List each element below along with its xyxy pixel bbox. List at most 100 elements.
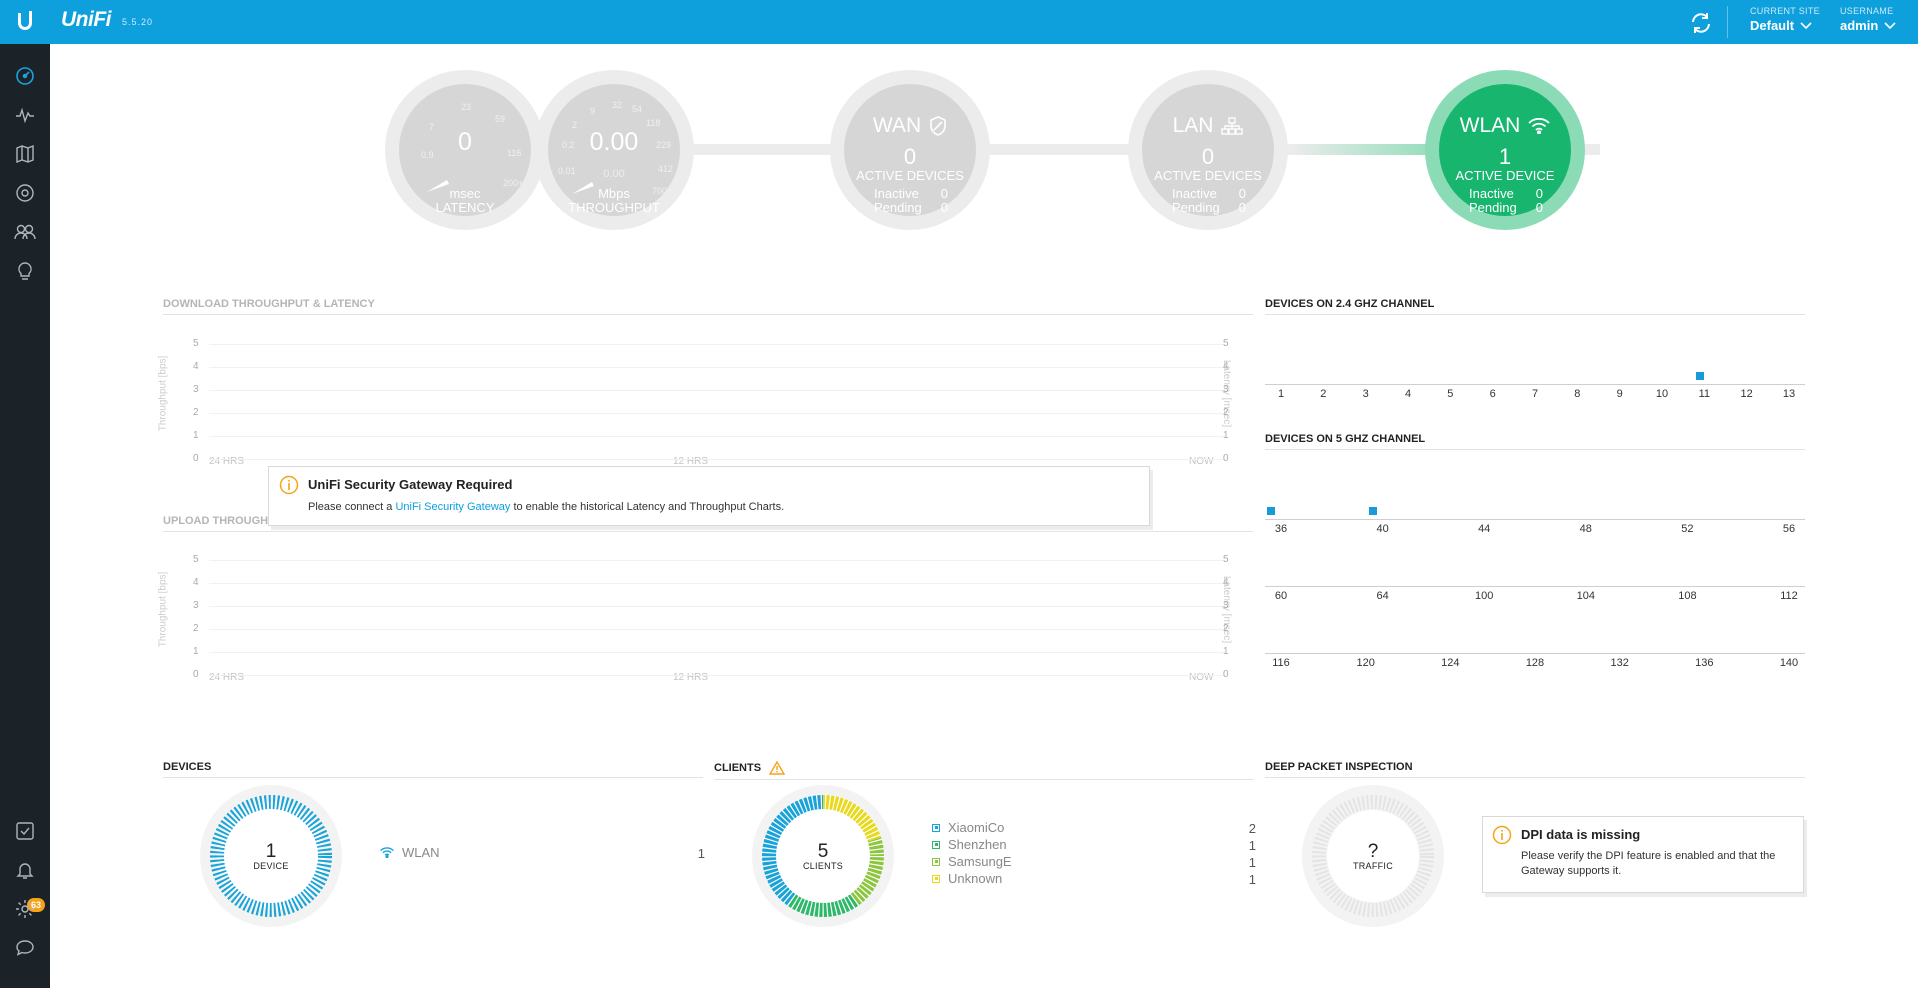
channel-5-label: 108 bbox=[1678, 590, 1697, 602]
statistics-icon[interactable] bbox=[13, 103, 37, 127]
usg-popup-text: to enable the historical Latency and Thr… bbox=[510, 501, 785, 513]
legend-swatch bbox=[932, 857, 940, 866]
lan-pending-value: 0 bbox=[1238, 200, 1246, 215]
download-y-tick-left: 5 bbox=[193, 338, 199, 349]
channel-5-device-mark[interactable] bbox=[1368, 507, 1377, 515]
site-selector[interactable]: CURRENT SITE Default bbox=[1750, 6, 1820, 33]
clients-ring-segment[interactable] bbox=[762, 795, 884, 917]
channel-24-device-mark[interactable] bbox=[1696, 372, 1705, 380]
lan-status[interactable]: LAN 0 ACTIVE DEVICES Inactive 0 Pending 0 bbox=[1128, 70, 1288, 230]
usg-popup-text: Please connect a bbox=[308, 501, 396, 513]
devices-icon[interactable] bbox=[13, 181, 37, 205]
alerts-icon[interactable] bbox=[13, 858, 37, 882]
user-selector[interactable]: USERNAME admin bbox=[1840, 6, 1896, 33]
channel-24-label: 13 bbox=[1782, 388, 1796, 400]
upload-y-tick-left: 1 bbox=[193, 646, 199, 657]
clients-legend-label: SamsungE bbox=[948, 854, 1012, 869]
channel-5-label: 136 bbox=[1695, 657, 1714, 669]
devices-count: 1 bbox=[265, 841, 277, 862]
upload-grid-line bbox=[209, 652, 1225, 653]
channel-5-device-mark[interactable] bbox=[1267, 507, 1275, 515]
dashboard-icon[interactable] bbox=[13, 64, 37, 88]
channel-5-label: 56 bbox=[1782, 523, 1796, 535]
upload-y-tick-left: 3 bbox=[193, 600, 199, 611]
ubiquiti-logo-icon[interactable] bbox=[0, 0, 50, 44]
top-bar: UniFi 5.5.20 CURRENT SITE Default USERNA… bbox=[0, 0, 1918, 44]
user-value: admin bbox=[1840, 18, 1879, 33]
sidebar: 63 bbox=[0, 44, 50, 988]
channel-5-label: 120 bbox=[1356, 657, 1375, 669]
usg-link[interactable]: UniFi Security Gateway bbox=[395, 501, 511, 513]
upload-grid-line bbox=[209, 629, 1225, 630]
legend-swatch bbox=[932, 823, 940, 832]
clients-legend-item[interactable]: Unknown bbox=[932, 871, 1002, 886]
dpi-popup-text: Please verify the DPI feature is enabled… bbox=[1521, 850, 1776, 877]
clients-icon[interactable] bbox=[13, 220, 37, 244]
lan-title: LAN bbox=[1172, 114, 1214, 137]
throughput-tick: 54 bbox=[632, 104, 643, 114]
channel-5-label: 100 bbox=[1475, 590, 1494, 602]
clients-legend-item[interactable]: XiaomiCo bbox=[932, 820, 1004, 835]
upload-y-tick-right: 4 bbox=[1223, 577, 1229, 588]
clients-legend-item[interactable]: SamsungE bbox=[932, 854, 1012, 869]
tasks-icon[interactable] bbox=[13, 819, 37, 843]
channel-24-label: 11 bbox=[1698, 388, 1711, 400]
throughput-gauge[interactable]: 0.01 0.2 2 9 32 54 118 229 412 700+ 0.00… bbox=[534, 70, 694, 230]
devices-legend-item[interactable]: WLAN bbox=[380, 845, 440, 860]
wan-status[interactable]: WAN 0 ACTIVE DEVICES Inactive 0 Pending 0 bbox=[830, 70, 990, 230]
lan-active-label: ACTIVE DEVICES bbox=[1154, 168, 1262, 183]
wifi-icon bbox=[380, 847, 394, 858]
channel-5-label: 60 bbox=[1274, 590, 1288, 602]
download-grid-line bbox=[209, 459, 1225, 460]
channel-5-axis bbox=[1265, 653, 1805, 654]
settings-icon[interactable] bbox=[13, 897, 37, 921]
map-icon[interactable] bbox=[13, 142, 37, 166]
wan-title: WAN bbox=[872, 114, 922, 137]
throughput-tick: 0.2 bbox=[562, 140, 575, 150]
legend-swatch bbox=[932, 874, 940, 883]
download-chart-title: DOWNLOAD THROUGHPUT & LATENCY bbox=[163, 298, 1253, 315]
wlan-active-label: ACTIVE DEVICE bbox=[1455, 168, 1555, 183]
chat-icon[interactable] bbox=[13, 936, 37, 960]
download-y-tick-right: 0 bbox=[1223, 453, 1229, 464]
channel-5-title: DEVICES ON 5 GHZ CHANNEL bbox=[1265, 433, 1805, 450]
latency-gauge[interactable]: 0.9 7 23 59 116 200+ 0 msec LATENCY bbox=[385, 70, 545, 230]
refresh-icon[interactable] bbox=[1688, 10, 1714, 36]
throughput-value: 0.00 bbox=[589, 128, 639, 156]
throughput-secondary: 0.00 bbox=[603, 168, 625, 180]
upload-y-left-label: Throughput [bps] bbox=[157, 571, 169, 648]
download-grid-line bbox=[209, 436, 1225, 437]
wlan-count: 1 bbox=[1498, 144, 1512, 169]
devices-legend-count: 1 bbox=[697, 846, 705, 861]
clients-legend-item[interactable]: Shenzhen bbox=[932, 837, 1007, 852]
download-y-tick-left: 1 bbox=[193, 430, 199, 441]
wlan-status[interactable]: WLAN 1 ACTIVE DEVICE Inactive 0 Pending 0 bbox=[1425, 70, 1585, 230]
wlan-inactive-value: 0 bbox=[1535, 186, 1543, 201]
devices-ring bbox=[210, 795, 332, 917]
download-grid-line bbox=[209, 344, 1225, 345]
dpi-donut[interactable]: ? TRAFFIC bbox=[1302, 785, 1444, 927]
clients-donut[interactable]: 5 CLIENTS bbox=[752, 785, 894, 927]
throughput-unit: Mbps bbox=[598, 186, 630, 201]
download-x-tick: NOW bbox=[1189, 456, 1214, 467]
download-y-tick-right: 5 bbox=[1223, 338, 1229, 349]
gauge-needle-icon bbox=[427, 180, 449, 192]
download-y-tick-right: 2 bbox=[1223, 407, 1229, 418]
site-value: Default bbox=[1750, 18, 1795, 33]
devices-count-label: DEVICE bbox=[253, 861, 289, 871]
upload-grid-line bbox=[209, 606, 1225, 607]
divider bbox=[1727, 6, 1728, 38]
topology-connector bbox=[520, 144, 1600, 155]
clients-legend-label: XiaomiCo bbox=[948, 820, 1005, 835]
dpi-center: ? bbox=[1367, 841, 1379, 862]
throughput-tick: 2 bbox=[572, 120, 578, 130]
devices-donut[interactable]: 1 DEVICE bbox=[200, 785, 342, 927]
upload-x-tick: 12 HRS bbox=[673, 672, 709, 683]
warning-icon[interactable] bbox=[769, 761, 786, 775]
throughput-tick: 9 bbox=[590, 106, 596, 116]
upload-chart: Throughput [bps] Latency [msec] 24 HRS 1… bbox=[157, 546, 1253, 686]
chevron-down-icon bbox=[1800, 21, 1812, 29]
throughput-tick: 118 bbox=[646, 118, 661, 128]
throughput-tick: 32 bbox=[612, 100, 623, 110]
insights-icon[interactable] bbox=[13, 259, 37, 283]
